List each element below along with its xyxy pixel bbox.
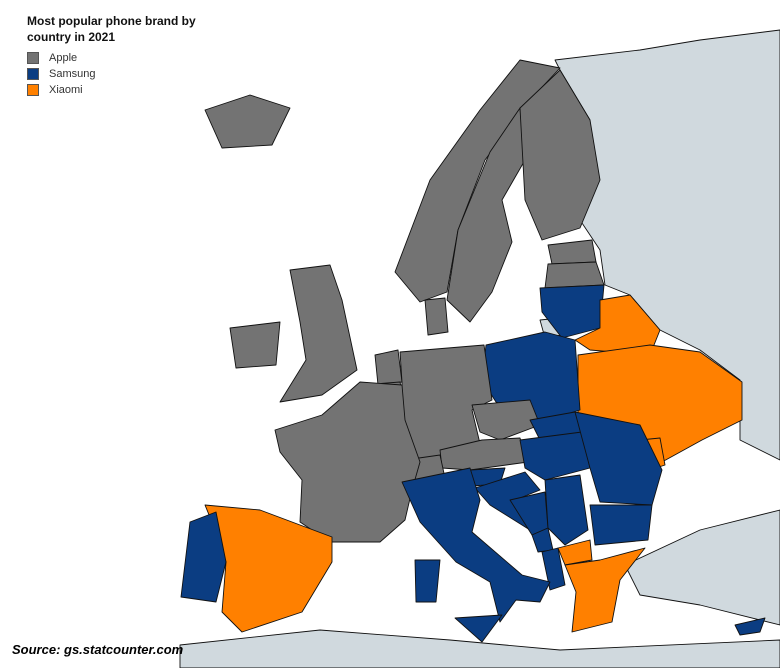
legend-swatch-samsung <box>27 68 39 80</box>
country-sweden <box>446 107 526 323</box>
country-cyprus <box>734 617 766 636</box>
country-north-macedonia <box>557 539 593 566</box>
country-sicily <box>454 614 503 643</box>
country-lithuania <box>539 284 605 339</box>
country-netherlands <box>374 349 403 386</box>
country-denmark <box>424 297 449 336</box>
legend-label: Samsung <box>49 68 96 80</box>
country-portugal <box>180 511 227 603</box>
country-france <box>274 381 421 543</box>
legend: Apple Samsung Xiaomi <box>27 50 95 98</box>
source-note: Source: gs.statcounter.com <box>12 642 184 657</box>
country-estonia <box>547 239 597 265</box>
country-albania <box>541 547 566 591</box>
country-ireland <box>229 321 281 369</box>
legend-swatch-xiaomi <box>27 84 39 96</box>
legend-item-apple: Apple <box>27 50 95 66</box>
country-italy <box>401 467 551 623</box>
legend-label: Xiaomi <box>49 84 83 96</box>
country-czechia <box>471 399 541 441</box>
country-hungary <box>519 431 591 481</box>
country-united-kingdom <box>279 264 358 403</box>
region-turkey <box>624 509 780 626</box>
legend-swatch-apple <box>27 52 39 64</box>
map-title: Most popular phone brand by country in 2… <box>27 14 196 44</box>
country-serbia <box>544 474 589 546</box>
region-north-africa <box>179 629 780 668</box>
country-bulgaria <box>589 504 653 546</box>
country-greece <box>564 547 646 633</box>
legend-item-samsung: Samsung <box>27 66 95 82</box>
country-finland <box>519 69 601 241</box>
country-sardinia <box>414 559 441 603</box>
country-latvia <box>544 261 605 289</box>
legend-item-xiaomi: Xiaomi <box>27 82 95 98</box>
country-iceland <box>204 94 291 149</box>
legend-label: Apple <box>49 52 78 64</box>
